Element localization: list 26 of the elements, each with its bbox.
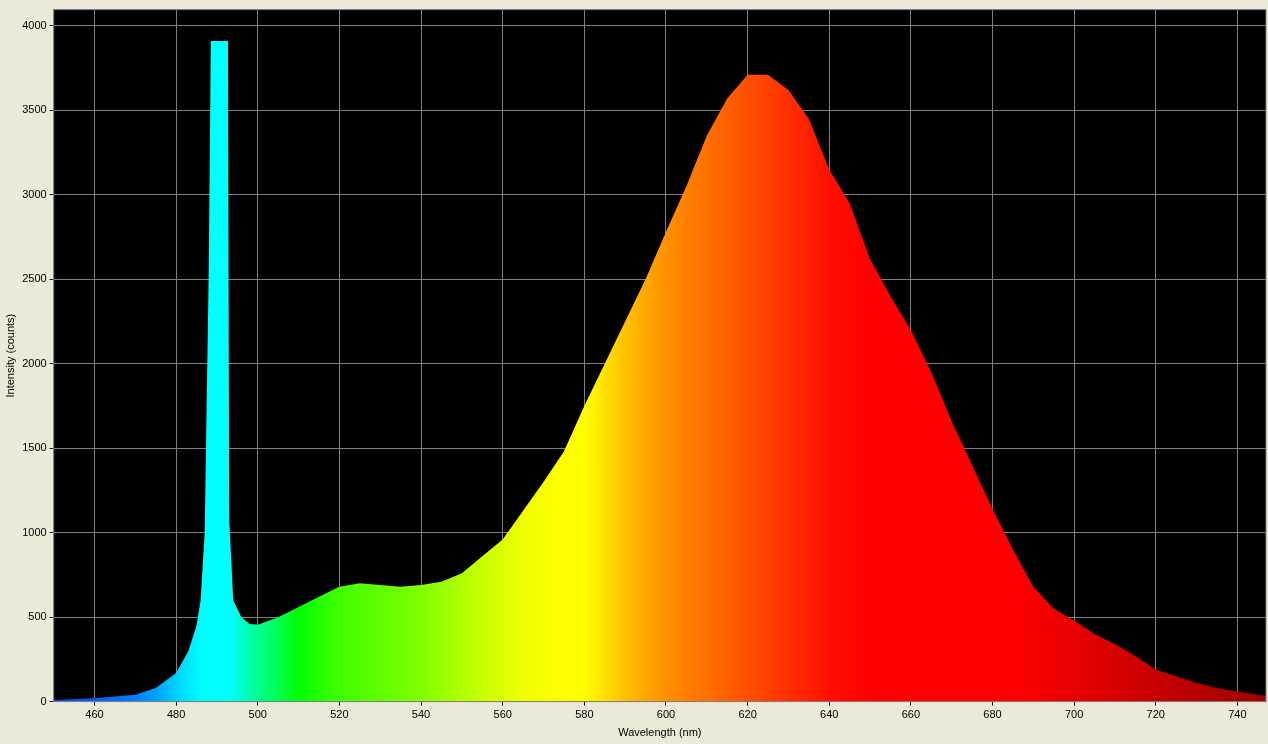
x-tick-label: 500: [248, 708, 267, 721]
x-tick-label: 740: [1228, 708, 1247, 721]
y-tick-label: 4000: [22, 18, 47, 31]
x-tick-label: 680: [983, 708, 1002, 721]
y-tick-label: 500: [28, 610, 47, 623]
x-tick-label: 480: [166, 708, 186, 721]
x-tick-label: 720: [1146, 708, 1165, 721]
y-tick-label: 3000: [22, 187, 47, 200]
x-tick-label: 600: [656, 708, 676, 721]
y-tick-label: 2500: [22, 272, 47, 285]
y-axis-title: Intensity (counts): [3, 313, 16, 398]
y-tick-label: 2000: [22, 356, 47, 369]
x-tick-label: 620: [738, 708, 757, 721]
y-tick-label: 3500: [22, 103, 47, 116]
x-tick-label: 580: [575, 708, 594, 721]
x-tick-label: 560: [493, 708, 512, 721]
x-tick-label: 700: [1064, 708, 1084, 721]
y-tick-label: 1000: [22, 525, 47, 538]
x-tick-label: 660: [901, 708, 921, 721]
x-tick-label: 540: [411, 708, 431, 721]
y-tick-label: 0: [40, 694, 47, 707]
x-axis-title: Wavelength (nm): [618, 726, 702, 739]
y-tick-label: 1500: [22, 441, 47, 454]
x-tick-label: 640: [820, 708, 839, 721]
x-tick-label: 520: [330, 708, 349, 721]
x-tick-label: 460: [85, 708, 104, 721]
